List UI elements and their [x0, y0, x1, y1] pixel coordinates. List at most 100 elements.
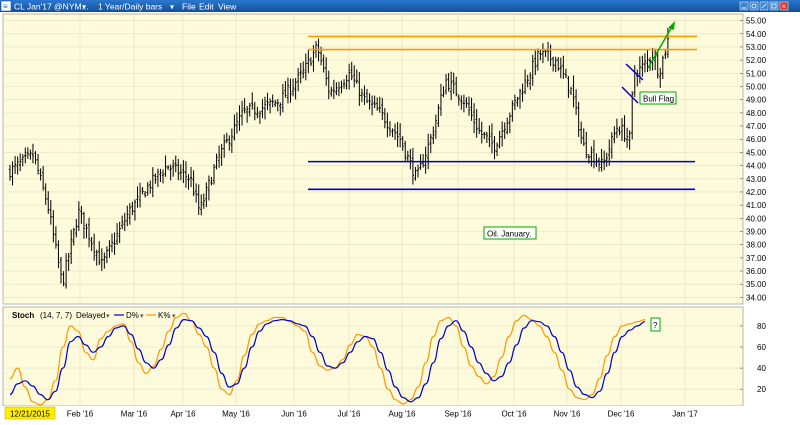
ohlc-bar [309, 57, 313, 66]
ohlc-bar [521, 83, 524, 102]
ohlc-bar [131, 201, 134, 216]
ohlc-bar [470, 97, 473, 121]
x-tick-label: Aug '16 [389, 410, 416, 419]
stoch-params: (14, 7, 7) [40, 311, 72, 320]
ohlc-bar [263, 96, 267, 120]
ohlc-bar [414, 166, 417, 181]
legend-k-dropdown-icon[interactable]: ▾ [172, 313, 176, 320]
interval-dropdown-icon[interactable]: ▾ [170, 3, 174, 12]
ohlc-bar [179, 164, 183, 181]
ohlc-bar [358, 72, 361, 106]
ohlc-bar [613, 126, 616, 144]
stoch-y-tick-label: 40 [757, 364, 766, 373]
stoch-delayed-icon[interactable]: ▾ [106, 313, 110, 320]
ohlc-bar [628, 130, 631, 150]
ohlc-bar [653, 48, 657, 71]
ohlc-bar [192, 170, 195, 197]
ohlc-bar [424, 146, 427, 174]
ohlc-bar [544, 49, 547, 57]
maximize-button[interactable] [769, 1, 779, 11]
ohlc-bar [29, 149, 32, 160]
ohlc-bar [327, 70, 330, 100]
ohlc-bar [590, 146, 593, 167]
ohlc-bar [205, 182, 208, 208]
ohlc-bar [330, 86, 333, 97]
ohlc-bar [36, 153, 40, 175]
ohlc-bar [409, 148, 412, 170]
x-tick-label: Sep '16 [445, 410, 472, 419]
stoch-lines [9, 312, 646, 406]
question-box[interactable] [650, 317, 661, 332]
ohlc-bar [557, 57, 560, 71]
ohlc-bar [108, 240, 111, 258]
ohlc-bar [406, 150, 409, 162]
ohlc-bar [228, 135, 231, 151]
ohlc-bar [500, 121, 504, 147]
x-tick-label: May '16 [222, 410, 250, 419]
price-y-tick-label: 51.00 [746, 69, 767, 78]
ohlc-bar [332, 79, 336, 99]
ohlc-bar [210, 177, 213, 186]
ohlc-bar [184, 161, 188, 188]
ohlc-bar [113, 232, 116, 255]
legend-d-label: D% [126, 311, 139, 320]
ohlc-bar [393, 123, 397, 141]
stoch-y-tick-label: 20 [757, 385, 766, 394]
ohlc-bar [559, 57, 562, 79]
flag-upper-line [625, 63, 644, 81]
ohlc-bar [164, 155, 167, 177]
menu-edit[interactable]: Edit [199, 2, 214, 12]
legend-d-dropdown-icon[interactable]: ▾ [140, 313, 144, 320]
ohlc-bar [223, 134, 226, 158]
close-button[interactable] [779, 1, 789, 11]
ohlc-bar [304, 53, 307, 81]
ohlc-bar [238, 105, 241, 131]
price-y-tick-label: 35.00 [746, 280, 767, 289]
window-icon[interactable] [0, 0, 12, 12]
ohlc-bar [404, 140, 407, 161]
ohlc-bar [577, 101, 580, 137]
ohlc-bar [638, 56, 642, 84]
ohlc-bar [661, 55, 664, 80]
interval-label[interactable]: 1 Year/Daily bars [98, 2, 162, 12]
ohlc-bar [31, 143, 35, 164]
ohlc-bar [625, 127, 629, 148]
ohlc-bar [302, 61, 305, 79]
ohlc-bar [597, 157, 601, 172]
title-dropdown-icon[interactable]: ▾ [82, 3, 86, 12]
ohlc-bar [569, 86, 573, 95]
ohlc-bar [386, 112, 389, 138]
ohlc-bar [215, 153, 218, 170]
ohlc-bar [279, 102, 282, 116]
pin-button[interactable] [749, 1, 759, 11]
ohlc-bar [467, 96, 471, 116]
price-y-tick-label: 38.00 [746, 241, 767, 250]
ohlc-bar [447, 73, 450, 92]
minimize-button[interactable] [739, 1, 749, 11]
ohlc-bar [47, 191, 50, 214]
ohlc-bar [580, 121, 583, 144]
ohlc-bar [87, 217, 91, 248]
ohlc-bar [378, 96, 381, 113]
ohlc-bar [526, 74, 529, 88]
ohlc-bar [70, 229, 73, 264]
menu-view[interactable]: View [218, 2, 237, 12]
price-y-tick-label: 46.00 [746, 135, 767, 144]
x-current-date-box [4, 406, 56, 420]
menu-file[interactable]: File [182, 2, 196, 12]
ohlc-bar [296, 67, 300, 92]
ohlc-bar [200, 194, 203, 216]
bull-flag-box[interactable] [639, 91, 677, 105]
ohlc-bar [462, 94, 466, 113]
ohlc-bar [121, 215, 124, 230]
ohlc-bar [274, 99, 277, 107]
ohlc-bar [80, 205, 83, 224]
price-y-tick-label: 44.00 [746, 162, 767, 171]
ohlc-bar [174, 155, 177, 173]
ohlc-bar [503, 122, 506, 140]
ohlc-bar [360, 88, 364, 103]
ohlc-bar [429, 133, 432, 154]
oil-january-box[interactable] [483, 226, 537, 240]
ohlc-bar [72, 227, 75, 246]
oil-january-label: Oil. January. [487, 230, 531, 239]
